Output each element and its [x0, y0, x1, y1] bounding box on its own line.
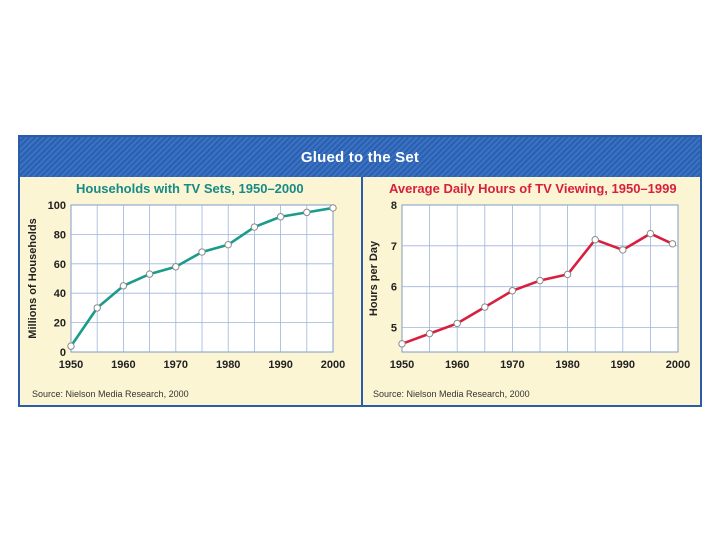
data-point — [563, 270, 572, 279]
data-point — [536, 276, 544, 285]
data-point — [172, 263, 180, 271]
households-chart-title: Households with TV Sets, 1950–2000 — [76, 181, 304, 196]
y-tick-label: 60 — [54, 259, 66, 271]
y-tick-label: 40 — [54, 288, 66, 300]
data-point — [145, 270, 154, 278]
data-point — [119, 282, 128, 290]
x-tick-label: 1960 — [445, 359, 469, 371]
y-tick-label: 8 — [391, 200, 397, 212]
infographic-frame: Glued to the Set Households with TV Sets… — [18, 135, 702, 407]
data-point — [481, 303, 489, 311]
title-banner: Glued to the Set — [20, 137, 700, 177]
households-chart: 0 20 40 60 80 100 1950 1960 1970 1980 1990 2000 Mill… — [27, 200, 345, 371]
data-point — [224, 240, 232, 249]
households-source: Source: Nielson Media Research, 2000 — [32, 389, 189, 399]
x-tick-label: 2000 — [321, 359, 345, 371]
x-tick-label: 1970 — [500, 359, 524, 371]
data-point — [303, 208, 311, 217]
x-tick-label: 1990 — [268, 359, 292, 371]
data-point — [425, 329, 434, 338]
viewing-chart: 5 6 7 8 1950 1960 1970 1980 1990 2000 Hours per Da… — [368, 200, 690, 371]
y-tick-label: 7 — [391, 241, 397, 253]
households-panel: Households with TV Sets, 1950–2000 0 20 40… — [20, 177, 361, 405]
y-tick-label: 100 — [48, 200, 66, 212]
x-tick-label: 1950 — [59, 359, 83, 371]
x-tick-label: 2000 — [666, 359, 690, 371]
viewing-source: Source: Nielson Media Research, 2000 — [373, 389, 530, 399]
viewing-panel: Average Daily Hours of TV Viewing, 1950–… — [363, 177, 700, 405]
x-tick-label: 1970 — [164, 359, 188, 371]
y-tick-label: 20 — [54, 318, 66, 330]
y-tick-label: 80 — [54, 229, 66, 241]
x-tick-label: 1980 — [216, 359, 240, 371]
x-tick-label: 1950 — [390, 359, 414, 371]
x-tick-label: 1990 — [611, 359, 635, 371]
x-tick-label: 1960 — [111, 359, 135, 371]
y-tick-label: 5 — [391, 323, 397, 335]
y-tick-label: 0 — [60, 347, 66, 359]
data-point — [276, 213, 285, 221]
data-point — [668, 240, 677, 248]
banner-title: Glued to the Set — [300, 148, 420, 166]
data-point — [619, 246, 627, 254]
data-point — [398, 340, 406, 348]
data-point — [646, 229, 655, 238]
y-axis-label: Hours per Day — [368, 240, 380, 316]
viewing-chart-title: Average Daily Hours of TV Viewing, 1950–… — [389, 181, 677, 196]
x-tick-label: 1980 — [555, 359, 579, 371]
data-point — [591, 236, 599, 244]
data-point — [67, 342, 75, 350]
data-point — [453, 319, 461, 328]
panel-divider — [361, 177, 363, 405]
data-point — [250, 223, 259, 231]
y-tick-label: 6 — [391, 282, 397, 294]
data-point — [508, 287, 517, 295]
data-point — [329, 204, 337, 212]
data-point — [198, 248, 206, 256]
y-axis-label: Millions of Households — [27, 218, 39, 338]
data-point — [93, 304, 101, 312]
